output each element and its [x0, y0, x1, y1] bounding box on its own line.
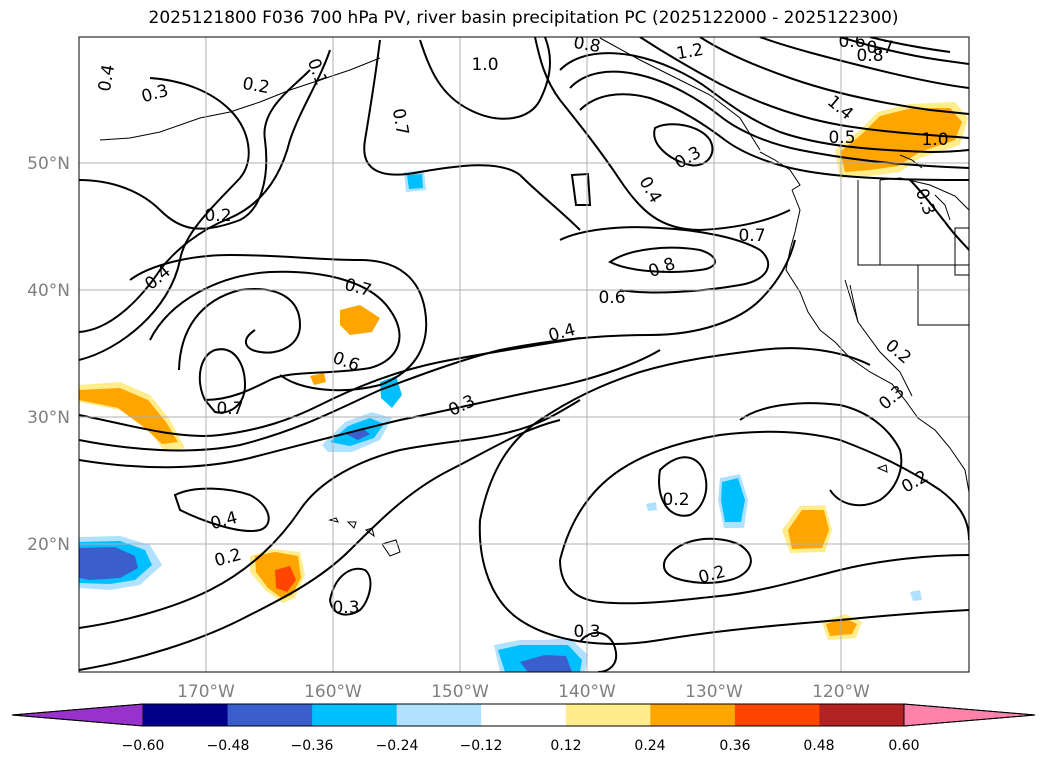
colorbar-extend-low	[11, 703, 144, 727]
colorbar-outline	[11, 703, 1036, 727]
colorbar-swatch	[481, 704, 567, 726]
colorbar-swatch	[227, 704, 313, 726]
colorbar-tick-label: 0.60	[888, 738, 919, 754]
contour-label: 0.7	[216, 399, 243, 419]
contour-label: 0.2	[241, 74, 271, 98]
contour-label: 0.5	[828, 128, 855, 148]
colorbar-tick-label: −0.12	[460, 738, 503, 754]
colorbar-extend-high	[903, 703, 1036, 727]
colorbar-tick-label: −0.48	[207, 738, 250, 754]
colorbar-tick-label: 0.48	[803, 738, 834, 754]
colorbar-swatch	[734, 704, 820, 726]
colorbar-ticks: −0.60 −0.48 −0.36 −0.24 −0.12 0.12 0.24 …	[122, 738, 920, 754]
lon-label-130w: 130°W	[685, 682, 743, 702]
colorbar-swatch	[819, 704, 905, 726]
map-title: 2025121800 F036 700 hPa PV, river basin …	[148, 8, 899, 28]
contour-label: 0.6	[598, 288, 625, 308]
latitude-labels: 50°N 40°N 30°N 20°N	[27, 154, 70, 555]
longitude-labels: 170°W 160°W 150°W 140°W 130°W 120°W	[177, 682, 870, 702]
contour-label: 0.8	[856, 46, 883, 66]
colorbar-swatch	[312, 704, 398, 726]
contour-label: 1.0	[921, 130, 948, 150]
lat-label-40n: 40°N	[27, 281, 70, 301]
contour-label: 0.3	[573, 622, 600, 642]
contour-label: 1.2	[675, 40, 705, 64]
colorbar-swatch	[565, 704, 651, 726]
fill-orange-160w	[340, 305, 380, 335]
contour-label: 0.4	[95, 63, 119, 93]
lat-label-50n: 50°N	[27, 154, 70, 174]
lon-label-120w: 120°W	[812, 682, 870, 702]
pv-contours	[79, 37, 969, 672]
colorbar	[11, 703, 1036, 727]
colorbar-tick-label: −0.60	[122, 738, 165, 754]
contour-label: 0.7	[738, 226, 765, 246]
colorbar-tick-label: −0.36	[291, 738, 334, 754]
contour-label: 0.6	[838, 32, 865, 52]
colorbar-tick-label: 0.36	[719, 738, 750, 754]
colorbar-swatch	[650, 704, 736, 726]
contour-label: 0.2	[204, 206, 231, 226]
lat-label-30n: 30°N	[27, 408, 70, 428]
colorbar-tick-label: 0.12	[550, 738, 581, 754]
contour-label: 0.3	[332, 598, 359, 618]
colorbar-tick-label: 0.24	[634, 738, 665, 754]
contour-label: 0.2	[662, 490, 689, 510]
coastlines	[99, 37, 969, 557]
lon-label-170w: 170°W	[177, 682, 235, 702]
lon-label-140w: 140°W	[558, 682, 616, 702]
map-frame	[78, 36, 970, 673]
contour-label: 0.7	[866, 38, 893, 58]
contour-label: 0.8	[572, 33, 602, 57]
contour-label: 0.7	[388, 107, 412, 137]
graticule	[79, 37, 969, 672]
lat-label-20n: 20°N	[27, 535, 70, 555]
colorbar-swatch	[396, 704, 482, 726]
lon-label-160w: 160°W	[304, 682, 362, 702]
colorbar-swatch	[143, 704, 229, 726]
colorbar-tick-label: −0.24	[376, 738, 419, 754]
contour-label: 1.0	[471, 55, 498, 75]
lon-label-150w: 150°W	[431, 682, 489, 702]
precip-fill-patches	[79, 102, 968, 672]
